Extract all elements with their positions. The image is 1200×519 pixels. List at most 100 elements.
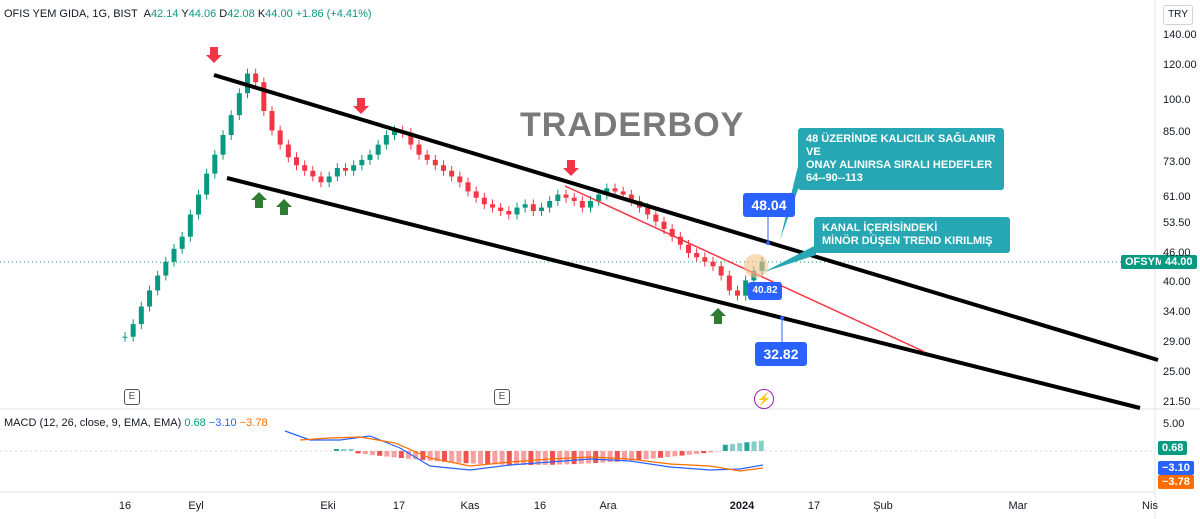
- candle-body: [171, 248, 177, 262]
- candle-body: [677, 236, 683, 245]
- high-value: 44.06: [188, 8, 217, 20]
- time-axis-label: 16: [118, 500, 132, 512]
- low-value: 42.08: [227, 8, 255, 20]
- candle-body: [310, 170, 316, 177]
- candle-body: [343, 167, 348, 171]
- candle-body: [588, 200, 593, 208]
- channel-upper-line: [213, 73, 1159, 362]
- time-axis-label: 17: [807, 500, 821, 512]
- candle-body: [424, 154, 430, 160]
- time-axis-label: Eyl: [188, 500, 204, 512]
- symbol-header: OFIS YEM GIDA, 1G, BIST A42.14 Y44.06 D4…: [4, 8, 372, 20]
- price-axis-label: 25.00: [1163, 366, 1191, 378]
- time-axis-label: Nis: [1142, 500, 1158, 512]
- time-axis-label: 17: [392, 500, 406, 512]
- time-axis-label: Kas: [460, 500, 480, 512]
- earnings-event-icon[interactable]: E: [124, 389, 140, 405]
- candle-body: [669, 228, 675, 237]
- macd-value-hist: 0.68: [184, 417, 206, 429]
- macd-histogram-bar: [355, 451, 361, 454]
- candle-body: [155, 275, 161, 291]
- macd-histogram-bar: [413, 451, 419, 460]
- macd-histogram-bar: [528, 451, 534, 465]
- macd-axis-label: 5.00: [1163, 418, 1185, 430]
- candle-body: [539, 207, 544, 212]
- price-axis-label: 46.00: [1163, 247, 1191, 259]
- candle-body: [228, 115, 234, 136]
- candle-body: [612, 188, 618, 192]
- down-arrow-icon: [353, 98, 369, 114]
- candle-body: [694, 253, 700, 258]
- candle-body: [130, 324, 136, 337]
- macd-histogram-bar: [442, 451, 447, 462]
- macd-histogram-bar: [456, 451, 462, 463]
- lightning-icon[interactable]: ⚡: [754, 389, 774, 409]
- symbol-name: OFIS YEM GIDA, 1G, BIST: [4, 8, 138, 20]
- annotation-target-note[interactable]: 48 ÜZERİNDE KALICILIK SAĞLANIR VE ONAY A…: [798, 128, 1004, 190]
- close-label: K: [257, 8, 266, 20]
- price-label-48[interactable]: 48.04: [743, 193, 795, 217]
- down-arrow-icon: [206, 47, 222, 63]
- macd-header: MACD (12, 26, close, 9, EMA, EMA) 0.68 −…: [4, 417, 268, 429]
- macd-histogram-bar: [607, 451, 613, 463]
- macd-histogram-bar: [672, 451, 678, 457]
- watermark-text: TRADERBOY: [520, 106, 745, 144]
- macd-histogram-bar: [514, 451, 519, 465]
- candle-body: [187, 214, 193, 237]
- candle-body: [530, 204, 536, 212]
- up-arrow-icon: [276, 199, 292, 215]
- candle-body: [236, 93, 242, 116]
- macd-histogram-bar: [535, 451, 541, 465]
- candle-body: [628, 194, 634, 201]
- price-label-32[interactable]: 32.82: [755, 342, 807, 366]
- macd-histogram-bar: [485, 451, 491, 465]
- price-axis-label: 120.00: [1163, 59, 1197, 71]
- time-axis-label: 2024: [729, 500, 755, 512]
- macd-title: MACD (12, 26, close, 9, EMA, EMA): [4, 417, 182, 429]
- currency-button[interactable]: TRY: [1163, 5, 1193, 25]
- candle-body: [481, 197, 487, 205]
- candle-body: [220, 135, 226, 155]
- time-axis-label: Şub: [873, 500, 893, 512]
- candle-body: [302, 165, 308, 171]
- time-axis-label: 16: [533, 500, 547, 512]
- price-label-40[interactable]: 40.82: [748, 282, 782, 300]
- macd-histogram-bar: [715, 451, 721, 452]
- macd-histogram-bar: [701, 451, 707, 454]
- macd-histogram-bar: [751, 441, 757, 451]
- candle-body: [620, 191, 626, 195]
- macd-hist-tag: 0.68: [1158, 441, 1188, 455]
- open-value: 42.14: [150, 8, 179, 20]
- time-axis-label: Ara: [599, 500, 617, 512]
- symbol-price-tag: OFSYM: [1121, 255, 1169, 269]
- candle-body: [555, 194, 561, 201]
- macd-histogram-bar: [370, 451, 375, 456]
- macd-histogram-bar: [722, 444, 728, 451]
- macd-histogram-bar: [658, 451, 663, 458]
- earnings-event-icon[interactable]: E: [494, 389, 510, 405]
- price-axis-label: 29.00: [1163, 336, 1191, 348]
- candle-body: [457, 176, 463, 183]
- macd-histogram-bar: [521, 451, 527, 465]
- candle-body: [416, 144, 422, 155]
- candle-body: [277, 130, 283, 145]
- candle-body: [547, 200, 553, 208]
- candle-body: [432, 159, 438, 166]
- candle-body: [604, 188, 610, 195]
- candle-body: [514, 207, 520, 215]
- macd-histogram-bar: [600, 451, 606, 463]
- macd-histogram-bar: [377, 451, 383, 456]
- annotation-breakout-note[interactable]: KANAL İÇERİSİNDEKİ MİNÖR DÜŞEN TREND KIR…: [814, 217, 1010, 253]
- macd-histogram-bar: [557, 451, 563, 465]
- macd-signal-tag: −3.78: [1158, 475, 1194, 489]
- macd-histogram-bar: [406, 451, 411, 459]
- candle-body: [735, 290, 740, 296]
- candle-body: [359, 159, 365, 166]
- macd-line-tag: −3.10: [1158, 461, 1194, 475]
- candle-body: [294, 157, 299, 166]
- candle-body: [147, 290, 152, 307]
- macd-histogram-bar: [470, 451, 476, 464]
- close-value: 44.00: [265, 8, 293, 20]
- candle-body: [122, 336, 128, 338]
